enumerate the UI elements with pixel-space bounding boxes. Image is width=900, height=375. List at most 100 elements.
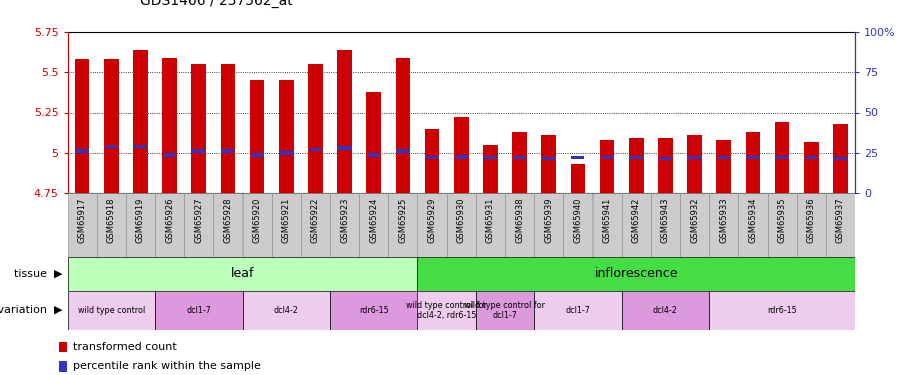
Bar xyxy=(308,64,323,193)
Text: percentile rank within the sample: percentile rank within the sample xyxy=(73,362,261,371)
Bar xyxy=(716,140,731,193)
Text: dcl1-7: dcl1-7 xyxy=(186,306,211,315)
Bar xyxy=(134,145,147,148)
Bar xyxy=(826,193,855,257)
Text: GSM65943: GSM65943 xyxy=(661,198,670,243)
Bar xyxy=(542,157,555,160)
Text: GSM65932: GSM65932 xyxy=(690,198,699,243)
Bar xyxy=(133,50,148,193)
Text: GSM65918: GSM65918 xyxy=(107,198,116,243)
Bar xyxy=(571,164,585,193)
Bar xyxy=(242,193,272,257)
Bar xyxy=(330,193,359,257)
Bar xyxy=(600,156,614,159)
Bar xyxy=(279,80,293,193)
Bar xyxy=(630,156,643,159)
Bar xyxy=(68,193,96,257)
Text: GSM65922: GSM65922 xyxy=(310,198,320,243)
Bar xyxy=(396,58,410,193)
Text: inflorescence: inflorescence xyxy=(595,267,678,280)
Bar xyxy=(155,193,184,257)
Text: GSM65938: GSM65938 xyxy=(515,198,524,243)
Bar xyxy=(484,156,497,159)
Text: GSM65939: GSM65939 xyxy=(544,198,554,243)
Bar xyxy=(418,257,855,291)
Bar xyxy=(629,138,643,193)
Bar xyxy=(746,156,760,159)
Bar xyxy=(805,156,818,159)
Text: dcl4-2: dcl4-2 xyxy=(274,306,299,315)
Bar xyxy=(68,291,155,330)
Bar xyxy=(242,291,330,330)
Text: GDS1466 / 257562_at: GDS1466 / 257562_at xyxy=(140,0,292,8)
Bar xyxy=(513,156,526,159)
Bar xyxy=(563,193,592,257)
Bar xyxy=(366,92,381,193)
Text: wild type control for
dcl1-7: wild type control for dcl1-7 xyxy=(464,301,545,320)
Bar xyxy=(768,193,796,257)
Bar xyxy=(68,257,418,291)
Text: dcl1-7: dcl1-7 xyxy=(565,306,590,315)
Bar xyxy=(75,59,89,193)
Text: GSM65929: GSM65929 xyxy=(428,198,436,243)
Bar xyxy=(220,64,235,193)
Bar xyxy=(192,64,206,193)
Bar xyxy=(833,124,848,193)
Text: GSM65931: GSM65931 xyxy=(486,198,495,243)
Text: rdr6-15: rdr6-15 xyxy=(767,306,797,315)
Bar xyxy=(301,193,330,257)
Bar xyxy=(309,148,322,152)
Bar xyxy=(476,193,505,257)
Bar xyxy=(213,193,242,257)
Bar xyxy=(338,50,352,193)
Bar xyxy=(418,193,446,257)
Bar xyxy=(193,149,205,153)
Bar xyxy=(535,291,622,330)
Text: GSM65941: GSM65941 xyxy=(603,198,612,243)
Bar xyxy=(418,291,476,330)
Bar xyxy=(330,291,418,330)
Bar xyxy=(76,149,88,153)
Text: GSM65933: GSM65933 xyxy=(719,198,728,243)
Bar xyxy=(104,145,118,148)
Bar xyxy=(709,291,855,330)
Text: leaf: leaf xyxy=(230,267,254,280)
Text: GSM65923: GSM65923 xyxy=(340,198,349,243)
Bar xyxy=(535,193,563,257)
Bar xyxy=(834,157,847,160)
Bar xyxy=(745,132,760,193)
Bar xyxy=(338,146,351,150)
Bar xyxy=(659,157,672,160)
Bar xyxy=(599,140,615,193)
Text: GSM65921: GSM65921 xyxy=(282,198,291,243)
Bar xyxy=(804,141,818,193)
Bar xyxy=(572,156,584,159)
Bar xyxy=(359,193,388,257)
Text: GSM65936: GSM65936 xyxy=(806,198,815,243)
Bar xyxy=(622,291,709,330)
Text: GSM65927: GSM65927 xyxy=(194,198,203,243)
Text: GSM65925: GSM65925 xyxy=(399,198,408,243)
Text: GSM65937: GSM65937 xyxy=(836,198,845,243)
Text: rdr6-15: rdr6-15 xyxy=(359,306,389,315)
Text: GSM65928: GSM65928 xyxy=(223,198,232,243)
Text: GSM65917: GSM65917 xyxy=(77,198,86,243)
Bar xyxy=(776,156,788,159)
Bar xyxy=(476,291,535,330)
Bar xyxy=(505,193,535,257)
Bar xyxy=(58,342,68,352)
Bar xyxy=(688,135,702,193)
Bar xyxy=(250,80,265,193)
Bar xyxy=(454,155,468,159)
Bar xyxy=(184,193,213,257)
Bar xyxy=(512,132,526,193)
Bar xyxy=(155,291,242,330)
Bar xyxy=(425,129,439,193)
Bar xyxy=(796,193,826,257)
Bar xyxy=(592,193,622,257)
Bar xyxy=(367,153,381,157)
Bar xyxy=(446,193,476,257)
Text: GSM65942: GSM65942 xyxy=(632,198,641,243)
Bar xyxy=(651,193,680,257)
Bar xyxy=(483,145,498,193)
